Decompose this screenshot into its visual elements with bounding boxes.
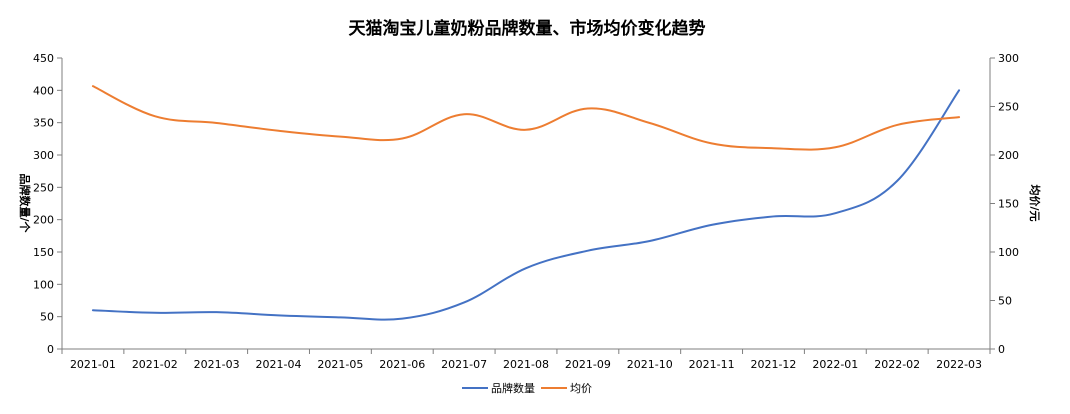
left-tick-label: 50 [40, 311, 54, 324]
left-tick-label: 0 [47, 343, 54, 356]
right-tick-label: 50 [998, 295, 1012, 308]
x-tick-label: 2022-03 [936, 358, 982, 371]
right-tick-label: 250 [998, 101, 1019, 114]
x-tick-label: 2022-02 [874, 358, 920, 371]
x-tick-label: 2021-05 [317, 358, 363, 371]
x-tick-label: 2021-06 [379, 358, 425, 371]
legend: 品牌数量 均价 [462, 381, 592, 395]
right-tick-label: 0 [998, 343, 1005, 356]
x-tick-label: 2021-09 [565, 358, 611, 371]
series-group [91, 85, 961, 321]
x-tick-label: 2021-10 [627, 358, 673, 371]
x-tick-label: 2021-12 [750, 358, 796, 371]
series-line-brand-count [91, 89, 961, 321]
left-tick-label: 350 [33, 117, 54, 130]
left-tick-label: 450 [33, 52, 54, 65]
right-tick-label: 150 [998, 198, 1019, 211]
x-tick-label: 2022-01 [812, 358, 858, 371]
left-axis-title: 品牌数量/个 [18, 173, 32, 233]
chart-title: 天猫淘宝儿童奶粉品牌数量、市场均价变化趋势 [349, 18, 706, 39]
left-axis-label: 品牌数量/个 [18, 173, 32, 233]
left-tick-label: 300 [33, 149, 54, 162]
x-tick-label: 2021-02 [132, 358, 178, 371]
x-tick-label: 2021-04 [256, 358, 302, 371]
left-tick-label: 200 [33, 214, 54, 227]
right-tick-label: 100 [998, 246, 1019, 259]
right-tick-label: 300 [998, 52, 1019, 65]
legend-label: 均价 [570, 382, 592, 395]
left-tick-label: 250 [33, 181, 54, 194]
x-tick-label: 2021-08 [503, 358, 549, 371]
right-tick-label: 200 [998, 149, 1019, 162]
x-tick-label: 2021-03 [194, 358, 240, 371]
x-tick-label: 2021-11 [689, 358, 735, 371]
axes: 0 50 100 150 200 250 300 350 400 450 0 50 100 150 200 2… [33, 52, 1019, 371]
legend-label: 品牌数量 [491, 381, 535, 395]
series-line-avg-price [91, 85, 961, 151]
left-tick-label: 150 [33, 246, 54, 259]
right-axis-title: 均价/元 [1028, 184, 1042, 221]
right-axis-label: 均价/元 [1028, 184, 1042, 221]
x-tick-label: 2021-01 [70, 358, 116, 371]
left-tick-label: 400 [33, 84, 54, 97]
x-tick-label: 2021-07 [441, 358, 487, 371]
left-tick-label: 100 [33, 278, 54, 291]
